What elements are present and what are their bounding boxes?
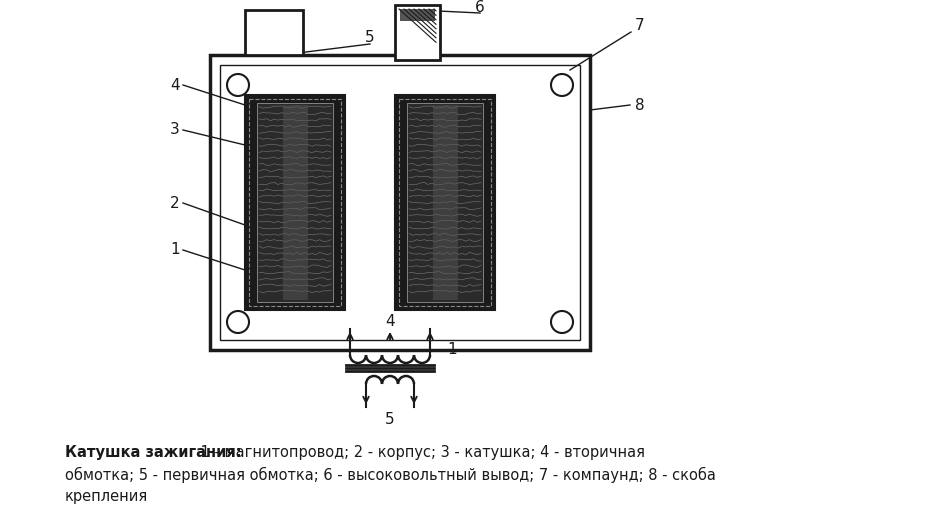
Text: 5: 5 bbox=[365, 30, 375, 46]
Text: обмотка; 5 - первичная обмотка; 6 - высоковольтный вывод; 7 - компаунд; 8 - скоб: обмотка; 5 - первичная обмотка; 6 - высо… bbox=[65, 467, 716, 483]
Circle shape bbox=[551, 74, 573, 96]
Bar bbox=[399, 99, 491, 306]
Circle shape bbox=[227, 74, 249, 96]
Circle shape bbox=[551, 311, 573, 333]
Text: 2: 2 bbox=[170, 195, 180, 211]
Text: 5: 5 bbox=[385, 412, 395, 426]
Text: 4: 4 bbox=[170, 78, 180, 92]
Text: 1 - магнитопровод; 2 - корпус; 3 - катушка; 4 - вторичная: 1 - магнитопровод; 2 - корпус; 3 - катуш… bbox=[197, 445, 646, 460]
Bar bbox=[249, 99, 341, 306]
Bar bbox=[220, 65, 580, 340]
Bar bbox=[433, 105, 458, 300]
Bar bbox=[210, 55, 590, 350]
Bar bbox=[395, 95, 495, 310]
Bar bbox=[395, 5, 440, 60]
Bar bbox=[283, 105, 308, 300]
Bar bbox=[245, 95, 345, 310]
Bar bbox=[407, 103, 483, 302]
Text: крепления: крепления bbox=[65, 489, 148, 504]
Bar bbox=[245, 10, 303, 55]
Text: 4: 4 bbox=[385, 313, 395, 329]
Text: 3: 3 bbox=[170, 122, 180, 138]
Circle shape bbox=[227, 311, 249, 333]
Text: 6: 6 bbox=[476, 1, 485, 16]
Bar bbox=[400, 9, 435, 21]
Bar bbox=[257, 103, 333, 302]
Text: 1: 1 bbox=[170, 243, 180, 257]
Text: 8: 8 bbox=[635, 98, 645, 112]
Text: 1: 1 bbox=[447, 342, 456, 358]
Text: Катушка зажигания:: Катушка зажигания: bbox=[65, 445, 242, 460]
Text: 7: 7 bbox=[635, 17, 645, 33]
